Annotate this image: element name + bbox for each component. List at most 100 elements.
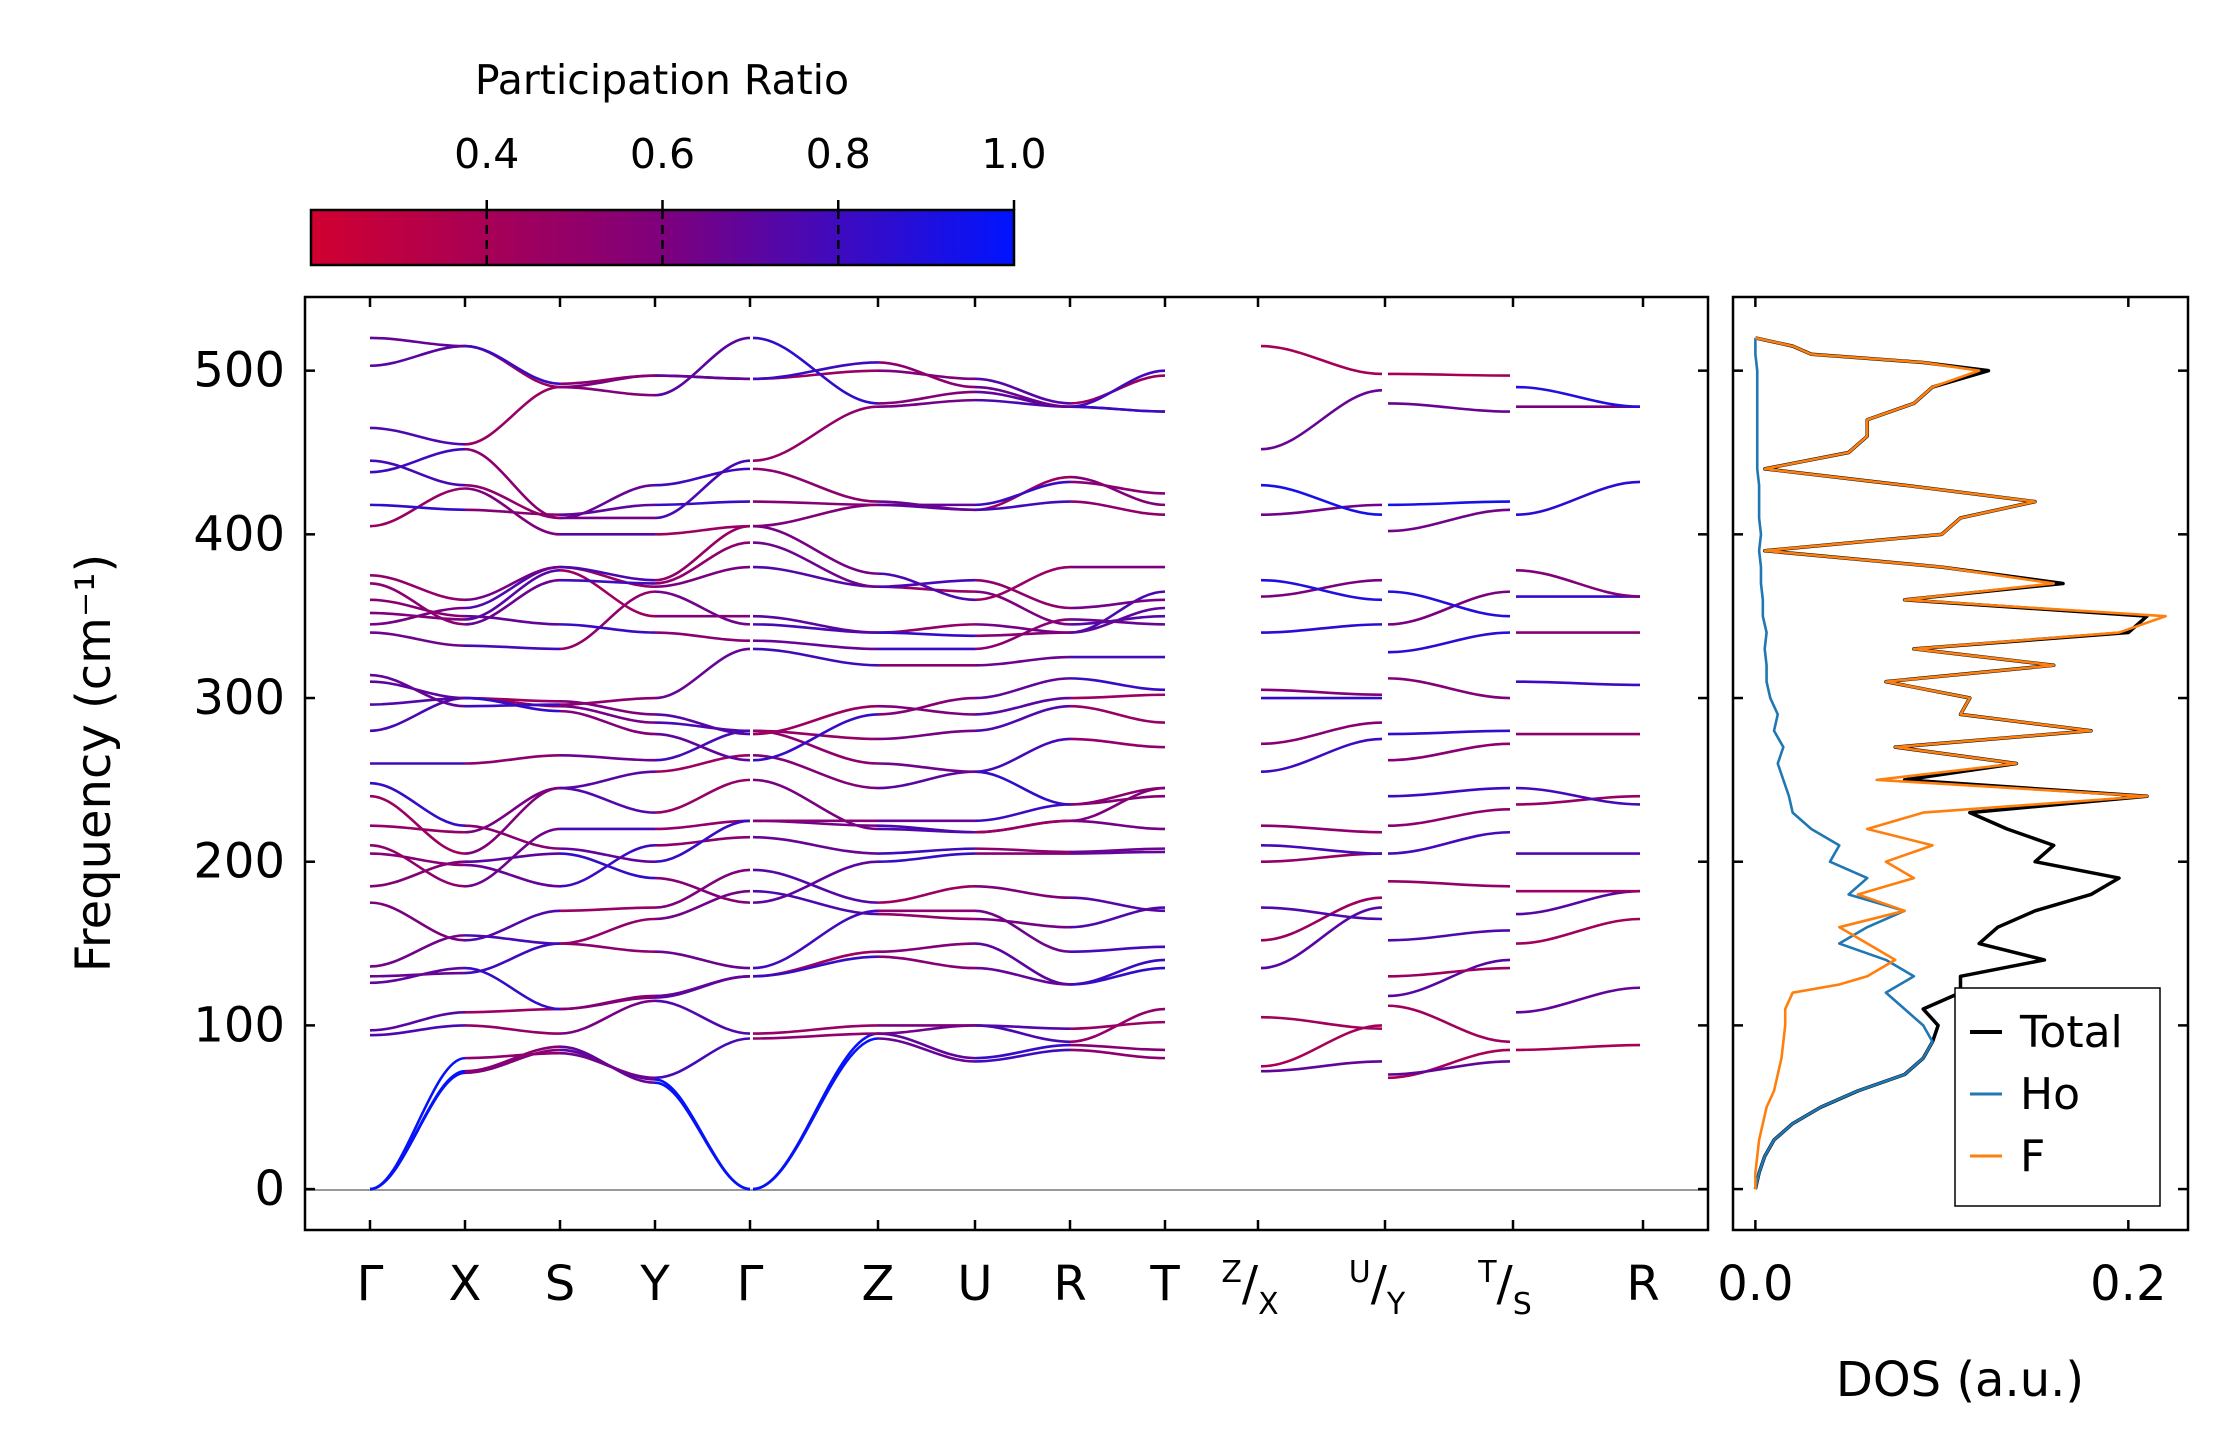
phonon-band (559, 1051, 656, 1080)
phonon-band (654, 754, 751, 773)
phonon-band (1069, 369, 1166, 408)
phonon-band (464, 934, 561, 945)
phonon-band (877, 398, 976, 408)
phonon-band (974, 655, 1071, 667)
phonon-band (369, 344, 466, 368)
phonon-band (1515, 569, 1641, 598)
phonon-band (1069, 590, 1166, 634)
phonon-band (369, 503, 466, 512)
phonon-band (974, 966, 1071, 986)
phonon-band (974, 1024, 1071, 1030)
phonon-band (1260, 1060, 1383, 1073)
phonon-band (1387, 830, 1511, 855)
phonon-band (464, 1045, 561, 1073)
phonon-band (752, 1032, 879, 1040)
phonon-band (1069, 1020, 1166, 1030)
phonon-band (464, 1048, 561, 1075)
phonon-band (464, 447, 561, 520)
phonon-band (974, 565, 1071, 602)
phonon-band (559, 696, 656, 706)
phonon-band (1260, 578, 1383, 598)
phonon-band (654, 729, 751, 762)
dos-panel: 0.0 0.2 DOS (a.u.) Total Ho F (1717, 295, 2190, 1408)
phonon-band (464, 786, 561, 834)
phonon-band (369, 934, 466, 968)
phonon-band (877, 1032, 976, 1060)
phonon-band (877, 762, 976, 773)
phonon-band (974, 623, 1071, 634)
phonon-band (877, 729, 976, 741)
phonon-band (559, 999, 656, 1035)
y-tick-label: 200 (193, 834, 285, 890)
k-point-label: T (1149, 1256, 1180, 1312)
phonon-band (1069, 906, 1166, 929)
phonon-band (752, 639, 879, 651)
phonon-band (1069, 677, 1166, 692)
phonon-band (559, 754, 656, 762)
colorbar-tick-label: 0.4 (454, 130, 519, 178)
phonon-band (1069, 693, 1166, 700)
phonon-band (1387, 808, 1511, 827)
phonon-band (752, 524, 879, 575)
k-point-label: Z (862, 1256, 895, 1312)
phonon-band (877, 884, 976, 904)
y-tick-label: 400 (193, 506, 285, 562)
phonon-band (1260, 483, 1383, 516)
dos-line-ho (1754, 337, 1934, 1190)
phonon-band (1260, 344, 1383, 376)
phonon-band (752, 868, 879, 904)
phonon-band (464, 786, 561, 855)
phonon-band (877, 852, 976, 864)
colorbar-title: Participation Ratio (475, 56, 849, 104)
phonon-band (974, 500, 1071, 512)
phonon-band (877, 631, 976, 638)
phonon-band (752, 500, 879, 507)
phonon-band (752, 405, 879, 462)
phonon-band (559, 786, 656, 814)
phonon-band (464, 508, 561, 516)
phonon-band (1515, 786, 1641, 806)
phonon-band (1069, 819, 1166, 831)
phonon-band (559, 770, 656, 790)
phonon-band (654, 647, 751, 700)
phonon-band (1260, 906, 1383, 970)
phonon-band (559, 503, 656, 516)
phonon-band (464, 863, 561, 888)
phonon-band (654, 889, 751, 921)
phonon-band (369, 598, 466, 618)
phonon-band (1515, 889, 1641, 916)
phonon-band (1387, 742, 1511, 762)
legend-box (1954, 987, 2161, 1207)
phonon-band (1069, 786, 1166, 806)
phonon-band (974, 1043, 1071, 1060)
phonon-band (464, 644, 561, 651)
phonon-band (464, 942, 561, 975)
band-structure-panel: 0 100 200 300 400 500 Γ X S Y Γ Z U R T Z/X U/Y T/S R Freq… (66, 295, 1710, 1322)
phonon-band (559, 385, 656, 397)
phonon-band (559, 844, 656, 888)
phonon-band (1387, 966, 1511, 978)
phonon-band (1069, 847, 1166, 854)
phonon-band (464, 565, 561, 602)
phonon-band (1069, 618, 1166, 626)
y-tick-label: 500 (193, 343, 285, 399)
phonon-band (1069, 945, 1166, 954)
phonon-band (1069, 737, 1166, 749)
legend: Total Ho F (1954, 987, 2161, 1207)
phonon-band (654, 819, 751, 864)
phonon-band (877, 1037, 976, 1063)
colorbar-tick-label: 0.8 (806, 130, 871, 178)
phonon-band (877, 912, 976, 921)
phonon-band (654, 500, 751, 507)
phonon-band (877, 390, 976, 405)
phonon-band (1260, 824, 1383, 834)
phonon-band (1260, 844, 1383, 855)
phonon-band (1260, 852, 1383, 864)
phonon-band (752, 955, 879, 978)
phonon-band (654, 721, 751, 733)
phonon-band (369, 860, 466, 888)
phonon-band (1387, 500, 1511, 507)
phonon-band (559, 704, 656, 724)
phonon-band (1387, 729, 1511, 736)
phonon-band (1515, 794, 1641, 806)
